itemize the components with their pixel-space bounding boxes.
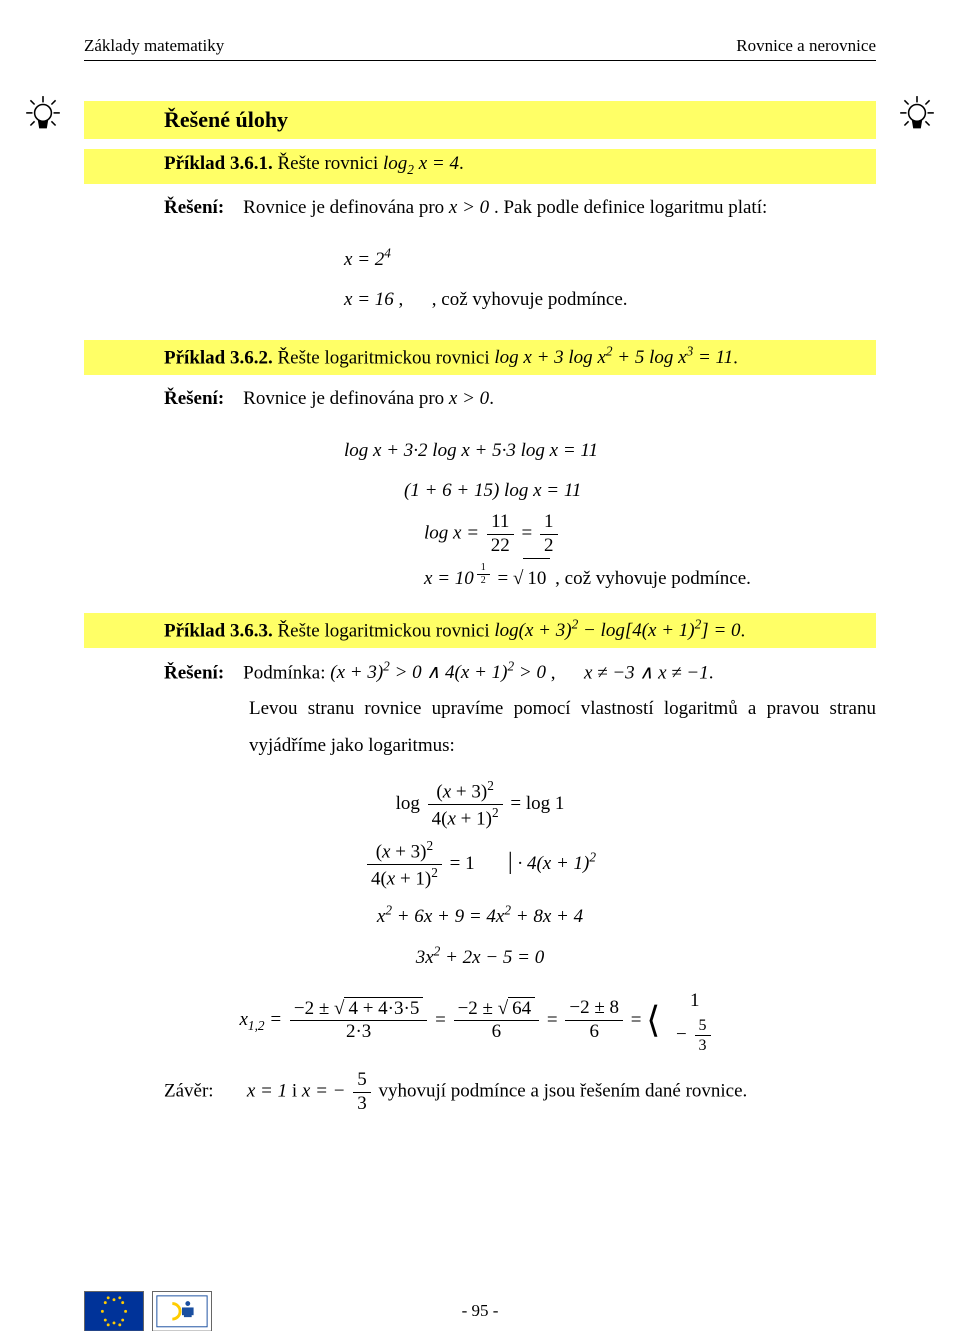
cond2: x ≠ −3 ∧ x ≠ −1 xyxy=(584,662,709,683)
example-3-prompt: Řešte logaritmickou rovnici xyxy=(277,620,494,641)
example-1-solution-text: Řešení: Rovnice je definována pro x > 0 … xyxy=(84,190,876,226)
example-1-eq: log2 x = 4 xyxy=(383,153,459,174)
example-1-prompt: Řešte rovnici xyxy=(277,153,383,174)
frac-num: −2 ± 64 xyxy=(454,997,540,1022)
frac-den: 4(x + 1)2 xyxy=(367,865,442,891)
page-header: Základy matematiky Rovnice a nerovnice xyxy=(84,36,876,61)
section-title-band: Řešené úlohy xyxy=(84,101,876,139)
example-3-header: Příklad 3.6.3. Řešte logaritmickou rovni… xyxy=(84,613,876,648)
frac-num: (x + 3)2 xyxy=(367,838,442,865)
frac-den: 4(x + 1)2 xyxy=(428,805,503,831)
frac-num: 5 xyxy=(695,1016,711,1036)
esf-logo-icon xyxy=(152,1291,212,1331)
math-tail: , což vyhovuje podmínce. xyxy=(432,289,628,310)
frac-num: 11 xyxy=(487,511,514,535)
frac-den: 6 xyxy=(454,1021,540,1044)
example-2-header: Příklad 3.6.2. Řešte logaritmickou rovni… xyxy=(84,340,876,375)
brace-bot: − 53 xyxy=(672,1016,717,1055)
zaver-tail: vyhovují podmínce a jsou řešením dané ro… xyxy=(378,1081,747,1102)
example-3-eq: log(x + 3)2 − log[4(x + 1)2] = 0 xyxy=(494,620,740,641)
cond-label: Podmínka: xyxy=(243,662,330,683)
zaver-b: x = − xyxy=(302,1081,346,1102)
eu-flag-icon xyxy=(84,1291,144,1331)
solution-label: Řešení: xyxy=(164,388,224,409)
frac-num: 5 xyxy=(353,1069,371,1093)
example-3-label: Příklad 3.6.3. xyxy=(164,620,273,641)
page-footer: - 95 - xyxy=(84,1291,876,1321)
cond: (x + 3)2 > 0 ∧ 4(x + 1)2 > 0 xyxy=(330,662,546,683)
example-3-solution-text: Řešení: Podmínka: (x + 3)2 > 0 ∧ 4(x + 1… xyxy=(84,654,876,764)
solution-text-b: . Pak podle definice logaritmu platí: xyxy=(494,197,767,218)
page: Základy matematiky Rovnice a nerovnice Ř… xyxy=(0,0,960,1343)
example-3-math: log (x + 3)24(x + 1)2 = log 1 (x + 3)24(… xyxy=(84,778,876,1056)
cond: x > 0 xyxy=(449,388,489,409)
frac-num: −2 ± 8 xyxy=(565,997,623,1021)
frac-num: −2 ± 4 + 4·3·5 xyxy=(290,997,427,1022)
frac-num: 1 xyxy=(477,562,490,575)
lightbulb-icon xyxy=(22,94,64,136)
lightbulb-icon xyxy=(896,94,938,136)
example-2-eq: log x + 3 log x2 + 5 log x3 = 11 xyxy=(494,347,733,368)
header-left: Základy matematiky xyxy=(84,36,224,56)
sqrt-content: 10 xyxy=(523,558,550,599)
example-2-math: log x + 3·2 log x + 5·3 log x = 11 (1 + … xyxy=(84,431,876,598)
para: Levou stranu rovnice upravíme pomocí vla… xyxy=(164,691,876,763)
example-3-conclusion: Závěr: x = 1 i x = − 53 vyhovují podmínc… xyxy=(84,1069,876,1116)
example-1-label: Příklad 3.6.1. xyxy=(164,153,273,174)
example-2-prompt: Řešte logaritmickou rovnici xyxy=(277,347,494,368)
frac-den: 2 xyxy=(540,535,558,558)
solution-label: Řešení: xyxy=(164,662,224,683)
solution-text-a: Rovnice je definována pro xyxy=(243,388,449,409)
zaver-a: x = 1 xyxy=(247,1081,287,1102)
example-2-label: Příklad 3.6.2. xyxy=(164,347,273,368)
math-tail: , což vyhovuje podmínce. xyxy=(555,568,751,589)
brace-top: 1 xyxy=(672,986,717,1016)
zaver-mid: i xyxy=(292,1081,302,1102)
example-2-solution-text: Řešení: Rovnice je definována pro x > 0. xyxy=(84,381,876,417)
header-right: Rovnice a nerovnice xyxy=(736,36,876,56)
frac-den: 3 xyxy=(695,1036,711,1055)
frac-num: 1 xyxy=(540,511,558,535)
frac-den: 2·3 xyxy=(290,1021,427,1044)
frac-num: (x + 3)2 xyxy=(428,778,503,805)
section-title: Řešené úlohy xyxy=(84,101,876,139)
frac-den: 2 xyxy=(477,575,490,587)
solution-label: Řešení: xyxy=(164,197,224,218)
frac-den: 3 xyxy=(353,1093,371,1116)
cond: x > 0 xyxy=(449,197,489,218)
example-1-math: x = 24 x = 16 , , což vyhovuje podmínce. xyxy=(84,240,876,320)
example-1-header: Příklad 3.6.1. Řešte rovnici log2 x = 4. xyxy=(84,149,876,184)
frac-den: 6 xyxy=(565,1021,623,1044)
conclusion-label: Závěr: xyxy=(164,1081,214,1102)
solution-text-a: Rovnice je definována pro xyxy=(243,197,449,218)
frac-den: 22 xyxy=(487,535,514,558)
